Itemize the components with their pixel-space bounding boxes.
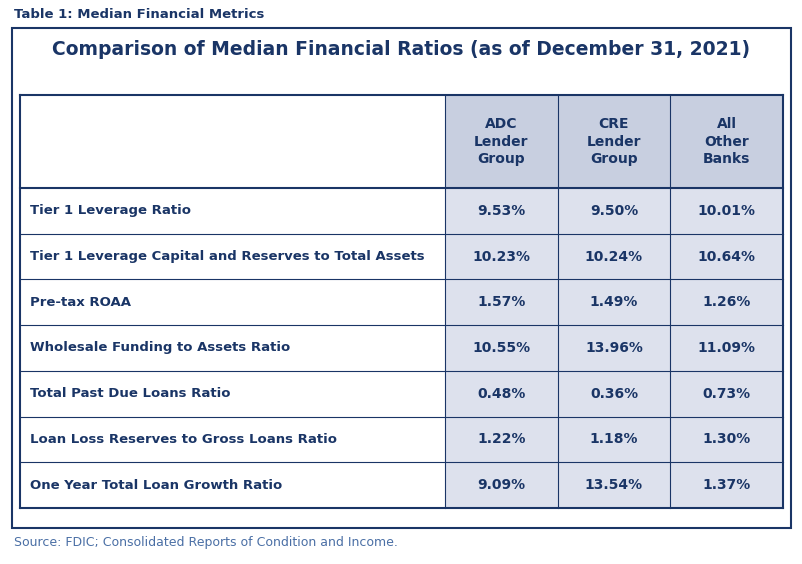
Bar bbox=[444, 188, 782, 233]
Text: Comparison of Median Financial Ratios (as of December 31, 2021): Comparison of Median Financial Ratios (a… bbox=[52, 40, 750, 59]
Text: 0.48%: 0.48% bbox=[476, 387, 525, 400]
Text: 10.01%: 10.01% bbox=[697, 204, 755, 218]
Text: Tier 1 Leverage Capital and Reserves to Total Assets: Tier 1 Leverage Capital and Reserves to … bbox=[30, 250, 424, 263]
Text: 0.73%: 0.73% bbox=[702, 387, 750, 400]
Bar bbox=[444, 371, 782, 417]
Text: Total Past Due Loans Ratio: Total Past Due Loans Ratio bbox=[30, 387, 230, 400]
Text: 9.09%: 9.09% bbox=[476, 478, 525, 492]
Text: 11.09%: 11.09% bbox=[697, 341, 755, 355]
Text: CRE
Lender
Group: CRE Lender Group bbox=[586, 117, 641, 166]
Text: Source: FDIC; Consolidated Reports of Condition and Income.: Source: FDIC; Consolidated Reports of Co… bbox=[14, 536, 397, 549]
Text: 1.18%: 1.18% bbox=[589, 433, 638, 447]
Text: 10.24%: 10.24% bbox=[584, 250, 642, 263]
Bar bbox=[444, 462, 782, 508]
Text: Table 1: Median Financial Metrics: Table 1: Median Financial Metrics bbox=[14, 8, 264, 21]
Text: All
Other
Banks: All Other Banks bbox=[702, 117, 749, 166]
Bar bbox=[444, 95, 782, 188]
Text: Tier 1 Leverage Ratio: Tier 1 Leverage Ratio bbox=[30, 204, 191, 217]
Text: 1.37%: 1.37% bbox=[702, 478, 750, 492]
Text: 1.22%: 1.22% bbox=[476, 433, 525, 447]
Text: Pre-tax ROAA: Pre-tax ROAA bbox=[30, 296, 131, 309]
Text: 10.55%: 10.55% bbox=[472, 341, 530, 355]
Text: 9.50%: 9.50% bbox=[589, 204, 638, 218]
Text: ADC
Lender
Group: ADC Lender Group bbox=[473, 117, 528, 166]
Bar bbox=[444, 325, 782, 371]
Text: Wholesale Funding to Assets Ratio: Wholesale Funding to Assets Ratio bbox=[30, 341, 290, 355]
Bar bbox=[444, 417, 782, 462]
Text: One Year Total Loan Growth Ratio: One Year Total Loan Growth Ratio bbox=[30, 479, 282, 492]
Text: 10.64%: 10.64% bbox=[697, 250, 755, 263]
Text: 1.57%: 1.57% bbox=[476, 296, 525, 309]
Text: Loan Loss Reserves to Gross Loans Ratio: Loan Loss Reserves to Gross Loans Ratio bbox=[30, 433, 337, 446]
Bar bbox=[444, 233, 782, 279]
Text: 0.36%: 0.36% bbox=[589, 387, 638, 400]
Bar bbox=[12, 28, 790, 528]
Text: 1.49%: 1.49% bbox=[589, 296, 638, 309]
Bar bbox=[444, 279, 782, 325]
Text: 13.96%: 13.96% bbox=[585, 341, 642, 355]
Text: 10.23%: 10.23% bbox=[472, 250, 529, 263]
Text: 1.30%: 1.30% bbox=[702, 433, 750, 447]
Text: 1.26%: 1.26% bbox=[702, 296, 750, 309]
Text: 9.53%: 9.53% bbox=[476, 204, 525, 218]
Text: 13.54%: 13.54% bbox=[584, 478, 642, 492]
